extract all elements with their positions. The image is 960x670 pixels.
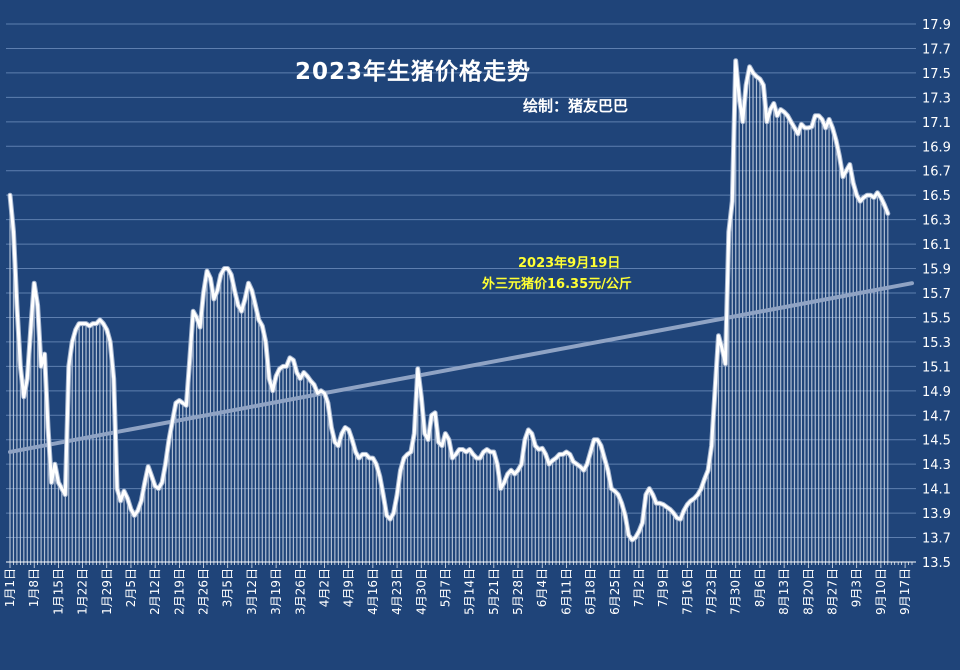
- x-tick-label: 6月4日: [535, 568, 549, 607]
- x-tick-label: 2月26日: [197, 568, 211, 615]
- y-tick-label: 15.9: [922, 263, 951, 278]
- x-tick-label: 4月2日: [317, 568, 331, 607]
- x-tick-label: 6月18日: [584, 568, 598, 615]
- x-tick-label: 8月27日: [826, 568, 840, 615]
- y-tick-label: 16.7: [922, 165, 951, 180]
- y-tick-label: 17.7: [922, 42, 951, 57]
- y-tick-label: 16.5: [922, 189, 951, 204]
- y-tick-label: 14.5: [922, 434, 951, 449]
- x-tick-label: 3月19日: [269, 568, 283, 615]
- x-tick-label: 1月22日: [76, 568, 90, 615]
- x-tick-label: 5月7日: [438, 568, 452, 607]
- chart-title: 2023年生猪价格走势: [295, 59, 532, 85]
- annotation-price: 外三元猪价16.35元/公斤: [482, 277, 632, 292]
- y-tick-label: 14.3: [922, 458, 951, 473]
- y-tick-label: 15.5: [922, 311, 951, 326]
- y-tick-label: 14.7: [922, 409, 951, 424]
- chart-subtitle: 绘制：猪友巴巴: [523, 97, 629, 115]
- x-tick-label: 4月23日: [390, 568, 404, 615]
- x-tick-label: 9月3日: [850, 568, 864, 607]
- x-tick-label: 3月26日: [293, 568, 307, 615]
- x-tick-label: 3月12日: [245, 568, 259, 615]
- y-tick-label: 17.5: [922, 67, 951, 82]
- price-line: [8, 59, 890, 542]
- x-tick-label: 6月25日: [608, 568, 622, 615]
- x-tick-label: 8月13日: [777, 568, 791, 615]
- x-tick-label: 7月23日: [705, 568, 719, 615]
- grid: [6, 23, 916, 539]
- y-tick-label: 14.1: [922, 483, 951, 498]
- x-tick-label: 4月30日: [414, 568, 428, 615]
- x-tick-label: 7月9日: [656, 568, 670, 607]
- y-tick-label: 16.9: [922, 140, 951, 155]
- x-tick-label: 5月28日: [511, 568, 525, 615]
- x-tick-label: 2月5日: [124, 568, 138, 607]
- x-tick-label: 6月11日: [559, 568, 573, 615]
- x-tick-label: 9月17日: [898, 568, 912, 615]
- x-tick-label: 9月10日: [874, 568, 888, 615]
- x-tick-label: 2月12日: [148, 568, 162, 615]
- x-tick-label: 5月14日: [463, 568, 477, 615]
- y-tick-label: 16.1: [922, 238, 951, 253]
- y-tick-label: 17.3: [922, 91, 951, 106]
- y-tick-label: 17.1: [922, 116, 951, 131]
- y-tick-label: 15.3: [922, 336, 951, 351]
- y-tick-label: 15.1: [922, 360, 951, 375]
- y-tick-label: 13.5: [922, 556, 951, 571]
- y-tick-label: 13.7: [922, 532, 951, 547]
- y-tick-label: 13.9: [922, 507, 951, 522]
- x-tick-label: 4月16日: [366, 568, 380, 615]
- annotation-date: 2023年9月19日: [518, 256, 621, 271]
- x-tick-label: 5月21日: [487, 568, 501, 615]
- x-tick-label: 1月1日: [3, 568, 17, 607]
- trendline: [8, 281, 914, 454]
- x-tick-label: 7月16日: [680, 568, 694, 615]
- y-tick-label: 17.9: [922, 18, 951, 33]
- x-tick-label: 4月9日: [342, 568, 356, 607]
- x-tick-label: 8月6日: [753, 568, 767, 607]
- x-tick-label: 1月8日: [27, 568, 41, 607]
- x-tick-label: 3月5日: [221, 568, 235, 607]
- x-tick-label: 7月30日: [729, 568, 743, 615]
- y-tick-label: 14.9: [922, 385, 951, 400]
- y-tick-label: 16.3: [922, 214, 951, 229]
- x-tick-labels: 1月1日 1月8日 1月15日 1月22日 1月29日 2月5日 2月12日 2月19日 2月2…: [3, 568, 912, 615]
- x-tick-label: 1月29日: [100, 568, 114, 615]
- x-tick-label: 1月15日: [51, 568, 65, 615]
- y-tick-label: 15.7: [922, 287, 951, 302]
- x-tick-marks: [9, 562, 913, 568]
- x-tick-label: 2月19日: [172, 568, 186, 615]
- x-tick-label: 7月2日: [632, 568, 646, 607]
- x-tick-label: 8月20日: [801, 568, 815, 615]
- area-hatch: [9, 60, 889, 562]
- y-tick-labels: 13.5 13.7 13.9 14.1 14.3 14.5 14.7 14.9 15.1 15.3…: [922, 18, 951, 571]
